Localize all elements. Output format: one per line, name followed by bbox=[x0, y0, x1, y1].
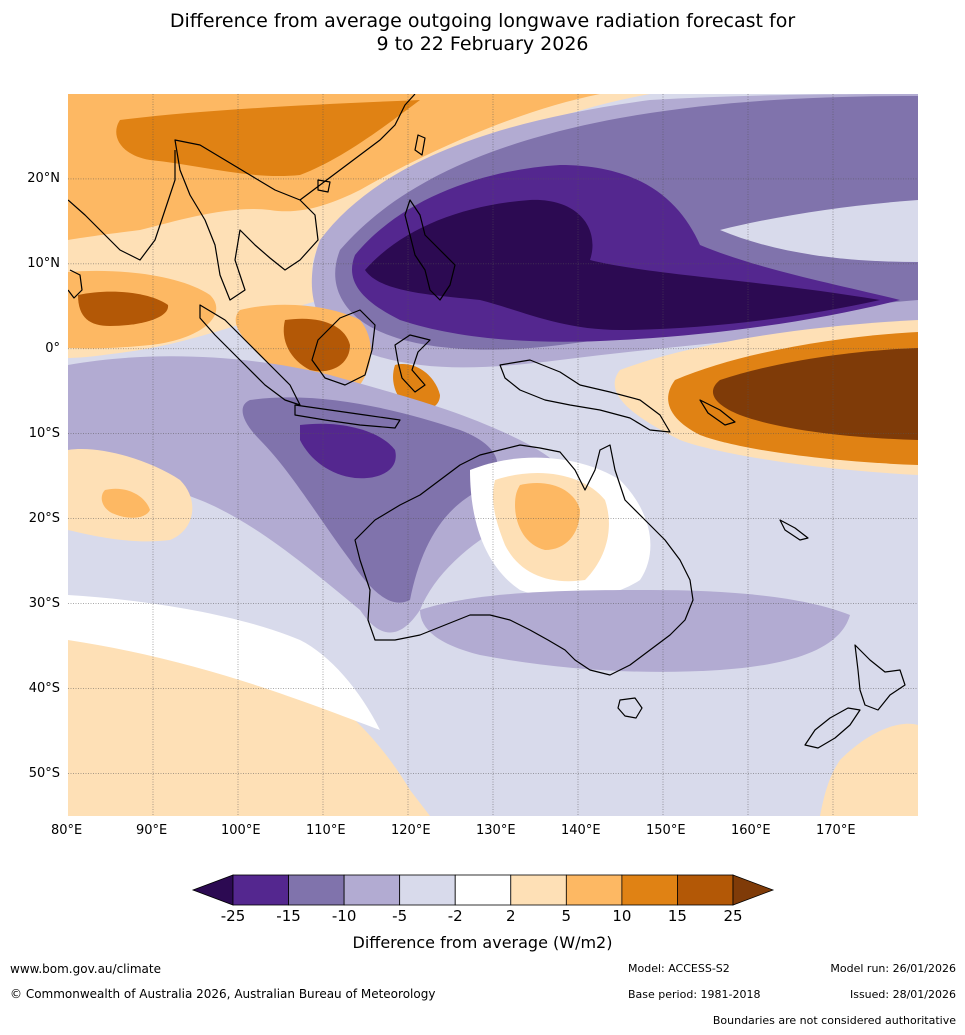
coastline-new-guinea bbox=[499, 359, 671, 433]
colorbar-segment bbox=[621, 874, 678, 906]
latitude-label: 40°S bbox=[28, 680, 60, 696]
colorbar-segment bbox=[288, 874, 345, 906]
anomaly-south-indian-ocean-positive bbox=[68, 631, 430, 816]
colorbar-extend-low bbox=[191, 874, 234, 906]
coastline-taiwan bbox=[414, 134, 426, 156]
colorbar-tick-label: 5 bbox=[561, 907, 572, 925]
colorbar-tick-label: -10 bbox=[331, 907, 357, 925]
longitude-label: 130°E bbox=[476, 823, 516, 838]
longitude-label: 120°E bbox=[391, 823, 431, 838]
anomaly-southern-neutral bbox=[68, 595, 380, 730]
colorbar-segment bbox=[677, 874, 734, 906]
coastline-hainan bbox=[317, 179, 331, 193]
latitude-label: 50°S bbox=[28, 765, 60, 781]
colorbar-tick-label: -25 bbox=[220, 907, 246, 925]
issued-text: Issued: 28/01/2026 bbox=[849, 988, 956, 1001]
anomaly-timor-sea-negative-core bbox=[300, 423, 396, 479]
longitude-label: 170°E bbox=[816, 823, 856, 838]
colorbar-label: Difference from average (W/m2) bbox=[352, 933, 613, 952]
colorbar-segment bbox=[343, 874, 401, 906]
coastline-new-zealand-south bbox=[804, 707, 861, 749]
coastline-new-caledonia bbox=[779, 519, 809, 541]
latitude-label: 20°N bbox=[27, 170, 60, 186]
latitude-label: 30°S bbox=[28, 595, 60, 611]
colorbar-segment bbox=[232, 874, 289, 906]
anomaly-china-positive bbox=[116, 100, 420, 177]
coastline-china bbox=[299, 94, 416, 201]
coastline-new-zealand-north bbox=[854, 644, 906, 711]
colorbar-tick-label: -15 bbox=[276, 907, 301, 925]
title-line-2: 9 to 22 February 2026 bbox=[376, 33, 589, 55]
coastline-borneo bbox=[311, 309, 376, 386]
latitude-label: 0° bbox=[45, 340, 60, 356]
title-line-1: Difference from average outgoing longwav… bbox=[169, 10, 796, 32]
colorbar bbox=[191, 874, 775, 906]
coastline-sulawesi bbox=[394, 334, 431, 393]
base-period-text: Base period: 1981-2018 bbox=[628, 988, 761, 1001]
map-title: Difference from average outgoing longwav… bbox=[0, 10, 965, 56]
longitude-label: 100°E bbox=[221, 823, 261, 838]
coastline-tasmania bbox=[617, 697, 643, 719]
disclaimer-text: Boundaries are not considered authoritat… bbox=[712, 1014, 956, 1027]
colorbar-tick-label: 2 bbox=[505, 907, 516, 925]
colorbar-tick-label: 15 bbox=[667, 907, 687, 925]
colorbar-segment bbox=[454, 874, 512, 906]
longitude-label: 90°E bbox=[136, 823, 168, 838]
coastline-indochina bbox=[174, 139, 319, 301]
coastline-sri-lanka bbox=[68, 269, 83, 299]
anomaly-central-pacific-light bbox=[720, 200, 918, 262]
latitude-label: 20°S bbox=[28, 510, 60, 526]
colorbar-tick-label: 25 bbox=[723, 907, 743, 925]
coastline-australia bbox=[354, 444, 694, 676]
anomaly-equatorial-pacific-positive-core bbox=[712, 348, 918, 440]
model-run-text: Model run: 26/01/2026 bbox=[830, 962, 956, 975]
colorbar-tick-label: -5 bbox=[392, 907, 408, 925]
website-link[interactable]: www.bom.gov.au/climate bbox=[10, 962, 161, 976]
colorbar-segment bbox=[399, 874, 456, 906]
anomaly-tasman-positive bbox=[820, 723, 918, 816]
colorbar-segment bbox=[565, 874, 623, 906]
coastline-solomon-islands bbox=[699, 399, 736, 426]
coastline-philippines bbox=[404, 199, 456, 301]
graticule bbox=[68, 94, 918, 816]
coastlines bbox=[68, 94, 906, 749]
colorbar-segment bbox=[510, 874, 567, 906]
coastline-java bbox=[294, 404, 401, 429]
longitude-label: 160°E bbox=[731, 823, 771, 838]
longitude-label: 140°E bbox=[561, 823, 601, 838]
coastline-india bbox=[68, 150, 176, 261]
longitude-label: 80°E bbox=[51, 823, 83, 838]
coastline-sumatra bbox=[199, 304, 301, 406]
latitude-label: 10°N bbox=[27, 255, 60, 271]
anomaly-west-indian-ocean-positive-core bbox=[101, 488, 150, 518]
colorbar-tick-label: -2 bbox=[447, 907, 463, 925]
anomaly-south-australia-negative bbox=[420, 590, 850, 672]
copyright-text: © Commonwealth of Australia 2026, Austra… bbox=[10, 987, 436, 1001]
anomaly-queensland-positive-core bbox=[515, 482, 580, 550]
colorbar-extend-high bbox=[732, 874, 775, 906]
colorbar-tick-label: 10 bbox=[612, 907, 632, 925]
latitude-label: 10°S bbox=[28, 425, 60, 441]
longitude-label: 150°E bbox=[646, 823, 686, 838]
model-text: Model: ACCESS-S2 bbox=[628, 962, 730, 975]
anomaly-philippines-negative-core bbox=[365, 199, 880, 330]
longitude-label: 110°E bbox=[306, 823, 346, 838]
anomaly-indian-ocean-positive-core bbox=[78, 291, 169, 326]
